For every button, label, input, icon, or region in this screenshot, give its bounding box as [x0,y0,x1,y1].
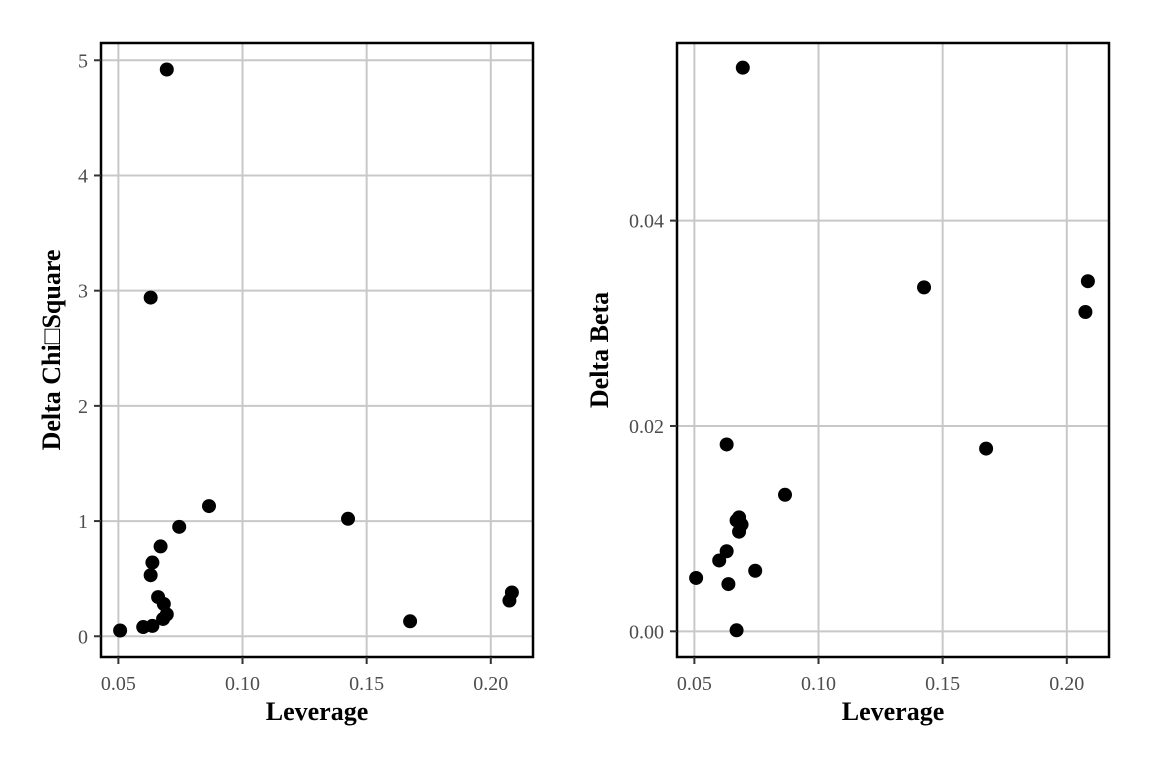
data-point [729,623,744,638]
data-point [748,563,763,578]
data-point [917,280,932,295]
plot-frame [675,41,1111,659]
data-point [735,60,750,75]
points-layer [689,60,1095,638]
data-point [1078,305,1093,320]
y-axis-title: Delta Beta [585,292,614,408]
x-axis-title: Leverage [266,697,369,726]
x-tick-label: 0.15 [925,673,960,695]
data-point [341,511,356,526]
x-tick-label: 0.20 [1049,673,1084,695]
points-layer [113,62,519,638]
x-tick-label: 0.15 [349,673,384,695]
x-tick-label: 0.10 [225,673,260,695]
right-scatter-panel: 0.05 0.10 0.15 0.20 0.00 0.02 0.04 Leverage De… [585,41,1111,726]
data-point [502,593,517,608]
data-point [979,441,994,456]
y-tick-label: 2 [78,396,88,418]
data-point [113,623,128,638]
data-point [153,539,168,554]
data-point [719,437,734,452]
grid-layer [101,43,533,657]
axes-layer: 0.05 0.10 0.15 0.20 0.00 0.02 0.04 [629,41,1111,695]
data-point [689,570,704,585]
data-point [403,614,418,629]
y-tick-label: 3 [78,281,88,303]
data-point [721,577,736,592]
data-point [145,555,160,570]
data-point [156,611,171,626]
x-tick-label: 0.05 [677,673,712,695]
plot-frame [99,41,535,659]
x-axis-title: Leverage [842,697,945,726]
x-tick-label: 0.10 [801,673,836,695]
data-point [1080,274,1095,289]
data-point [732,524,747,539]
y-tick-label: 0 [78,626,88,648]
data-point [136,620,151,635]
x-tick-label: 0.05 [101,673,136,695]
y-tick-label: 5 [78,50,88,72]
data-point [778,487,792,502]
data-point [159,62,174,77]
left-scatter-panel: 0.05 0.10 0.15 0.20 0 1 2 3 4 5 Leverage Delta Ch… [37,41,535,726]
y-tick-label: 0.02 [629,416,664,438]
axes-layer: 0.05 0.10 0.15 0.20 0 1 2 3 4 5 [78,41,535,695]
y-tick-label: 0.04 [629,211,664,233]
data-point [202,499,216,514]
data-point [143,290,158,305]
data-point [172,519,187,534]
data-point [712,553,727,568]
y-tick-label: 4 [78,165,88,187]
data-point [143,568,158,583]
y-tick-label: 0.00 [629,621,664,643]
y-tick-label: 1 [78,511,88,533]
grid-layer [677,43,1109,657]
y-axis-title: Delta Chi□Square [37,250,66,451]
x-tick-label: 0.20 [473,673,508,695]
